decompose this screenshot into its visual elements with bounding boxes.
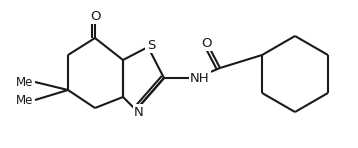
Text: NH: NH: [190, 71, 210, 85]
Text: N: N: [134, 106, 144, 119]
Text: O: O: [90, 9, 100, 22]
Text: Me: Me: [16, 94, 33, 107]
Text: S: S: [147, 38, 155, 52]
Text: O: O: [201, 37, 211, 49]
Text: Me: Me: [16, 75, 33, 89]
